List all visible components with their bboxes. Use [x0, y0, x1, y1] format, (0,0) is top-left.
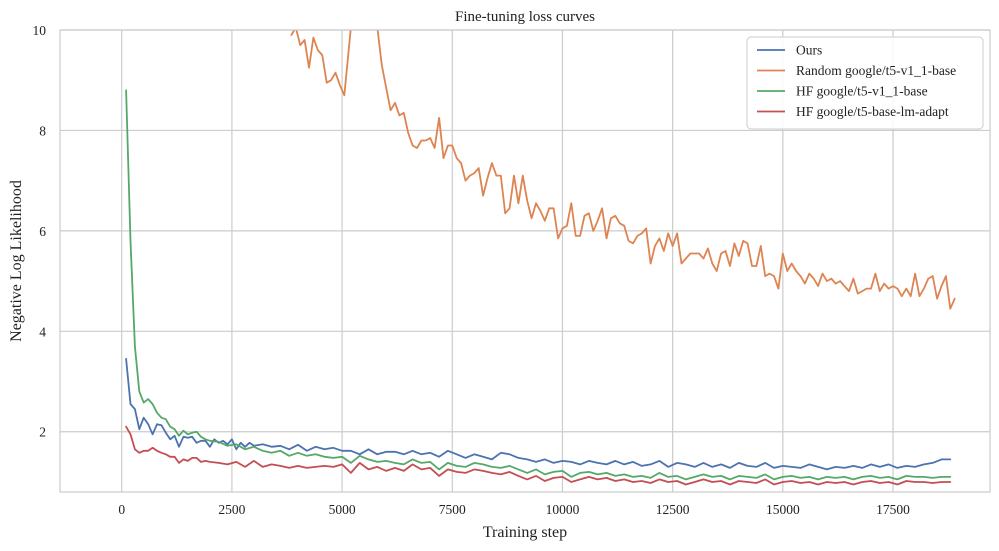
legend-label: Random google/t5-v1_1-base — [796, 63, 956, 78]
legend: Ours Random google/t5-v1_1-base HF google/… — [746, 36, 984, 130]
legend-label: HF google/t5-v1_1-base — [796, 84, 928, 99]
x-axis-label: Training step — [483, 524, 567, 541]
chart-title: Fine-tuning loss curves — [455, 9, 595, 25]
x-tick-label: 7500 — [439, 502, 466, 517]
x-tick-label: 17500 — [876, 502, 910, 517]
legend-label: HF google/t5-base-lm-adapt — [796, 104, 949, 119]
y-tick-label: 6 — [39, 224, 46, 239]
x-tick-label: 10000 — [546, 502, 580, 517]
x-tick-label: 0 — [118, 502, 125, 517]
series-line-hf-lm-adapt — [125, 425, 952, 486]
y-tick-label: 8 — [39, 123, 46, 138]
series-lines — [125, 30, 956, 486]
x-tick-label: 15000 — [766, 502, 800, 517]
x-tick-label: 2500 — [218, 502, 245, 517]
y-tick-label: 2 — [39, 425, 46, 440]
y-tick-label: 4 — [39, 324, 46, 339]
y-axis-label: Negative Log Likelihood — [8, 180, 25, 342]
series-line-random — [290, 30, 956, 310]
plot-frame — [59, 29, 991, 493]
legend-box — [746, 36, 984, 130]
tick-labels: 0 2500 5000 7500 10000 12500 15000 17500 2 4 6 8 10 — [33, 23, 911, 517]
y-tick-label: 10 — [33, 23, 47, 38]
series-line-hf-v1-1 — [125, 89, 952, 481]
series-line-ours — [125, 357, 952, 471]
legend-label: Ours — [796, 43, 822, 58]
x-tick-label: 12500 — [656, 502, 690, 517]
x-tick-label: 5000 — [329, 502, 356, 517]
